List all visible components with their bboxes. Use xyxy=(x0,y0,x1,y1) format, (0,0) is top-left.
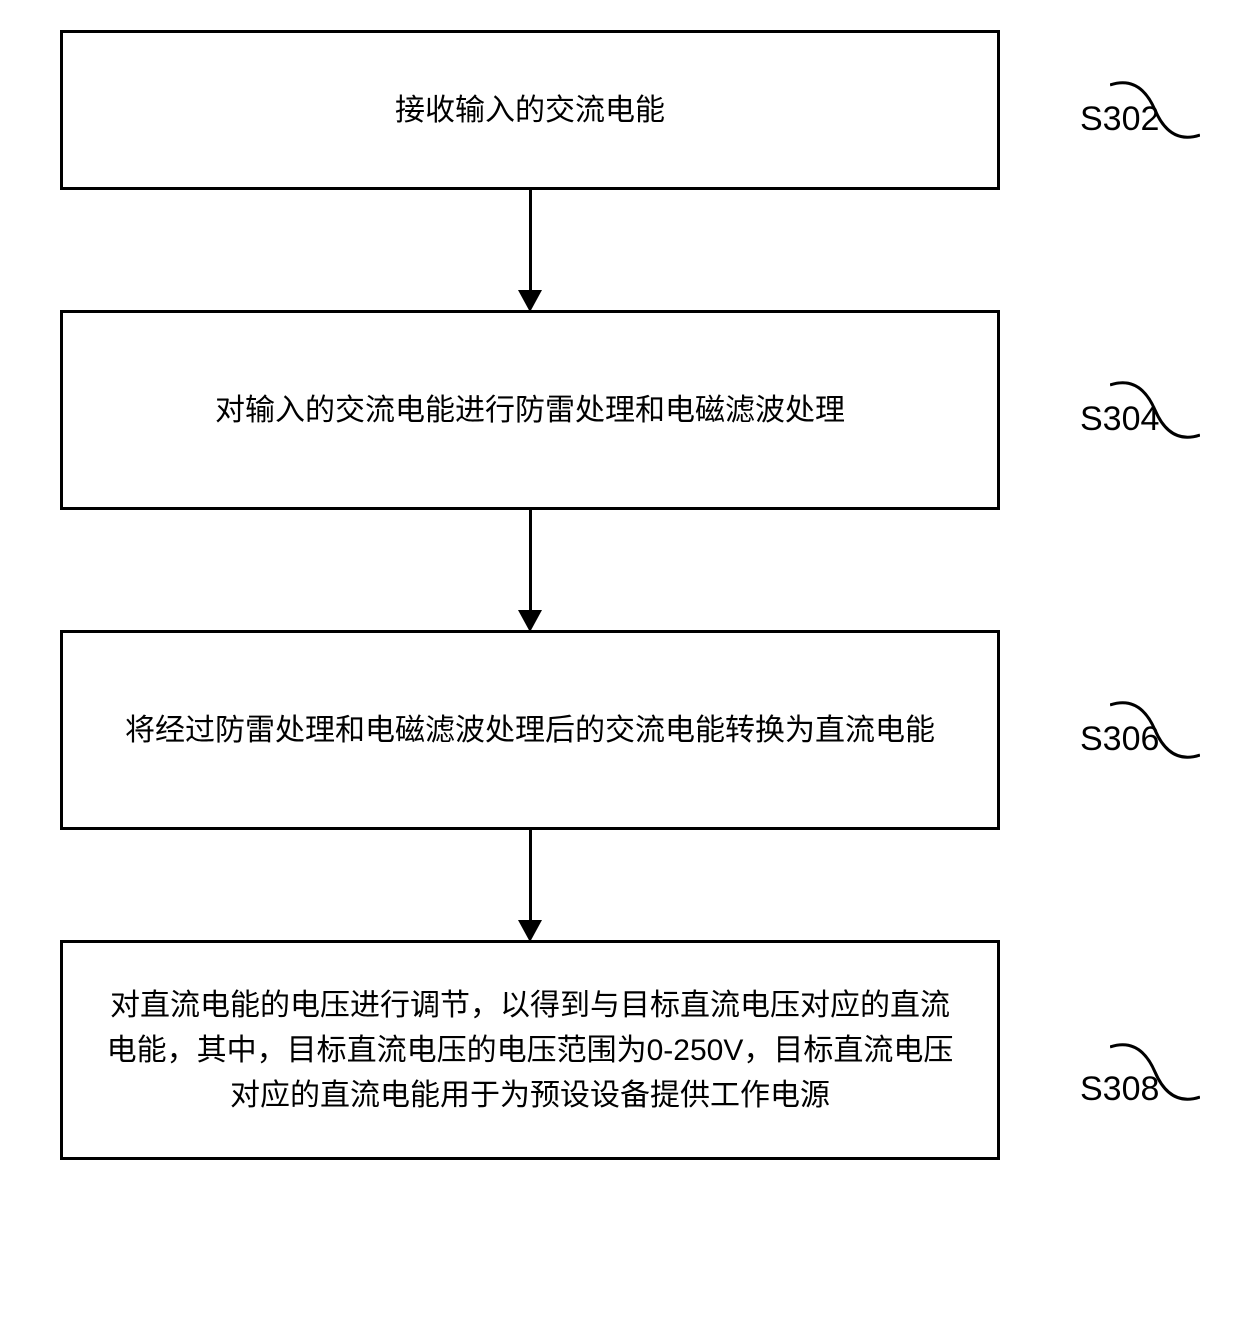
step-3-text: 将经过防雷处理和电磁滤波处理后的交流电能转换为直流电能 xyxy=(125,708,935,753)
flowchart-container: 接收输入的交流电能 S302 对输入的交流电能进行防雷处理和电磁滤波处理 S30… xyxy=(60,30,1180,1160)
arrow-line-1 xyxy=(529,190,532,290)
step-3-label: S306 xyxy=(1080,720,1159,759)
step-4-text: 对直流电能的电压进行调节，以得到与目标直流电压对应的直流电能，其中，目标直流电压… xyxy=(103,983,957,1118)
step-2-label: S304 xyxy=(1080,400,1159,439)
connector-3 xyxy=(60,830,1000,940)
step-2-box: 对输入的交流电能进行防雷处理和电磁滤波处理 xyxy=(60,310,1000,510)
step-4-label: S308 xyxy=(1080,1070,1159,1109)
step-1: 接收输入的交流电能 S302 xyxy=(60,30,1180,190)
step-3: 将经过防雷处理和电磁滤波处理后的交流电能转换为直流电能 S306 xyxy=(60,630,1180,830)
arrow-head-2 xyxy=(518,610,542,632)
arrow-line-2 xyxy=(529,510,532,610)
arrow-head-3 xyxy=(518,920,542,942)
arrow-head-1 xyxy=(518,290,542,312)
step-2-text: 对输入的交流电能进行防雷处理和电磁滤波处理 xyxy=(215,388,845,433)
step-1-box: 接收输入的交流电能 xyxy=(60,30,1000,190)
step-4-box: 对直流电能的电压进行调节，以得到与目标直流电压对应的直流电能，其中，目标直流电压… xyxy=(60,940,1000,1160)
step-2: 对输入的交流电能进行防雷处理和电磁滤波处理 S304 xyxy=(60,310,1180,510)
step-1-label: S302 xyxy=(1080,100,1159,139)
step-4: 对直流电能的电压进行调节，以得到与目标直流电压对应的直流电能，其中，目标直流电压… xyxy=(60,940,1180,1160)
arrow-line-3 xyxy=(529,830,532,920)
step-3-box: 将经过防雷处理和电磁滤波处理后的交流电能转换为直流电能 xyxy=(60,630,1000,830)
connector-2 xyxy=(60,510,1000,630)
step-1-text: 接收输入的交流电能 xyxy=(395,88,665,133)
connector-1 xyxy=(60,190,1000,310)
